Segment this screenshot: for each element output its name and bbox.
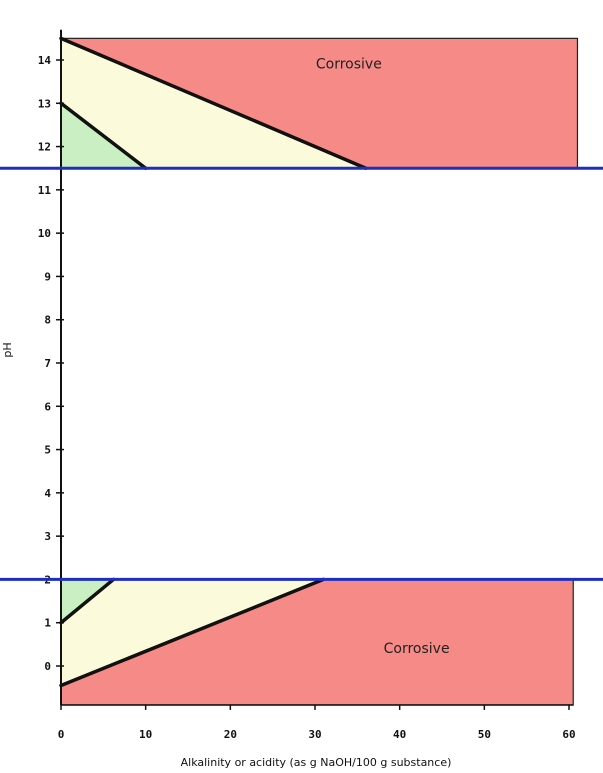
y-tick-label-9: 9 (44, 270, 51, 283)
boundary-line-4 (59, 577, 326, 688)
y-tick-label-1: 1 (44, 617, 51, 630)
x-tick-label-10: 10 (139, 728, 152, 741)
x-tick-label-50: 50 (478, 728, 491, 741)
threshold-lines-layer (0, 166, 603, 581)
y-tick-label-7: 7 (44, 357, 51, 370)
axes-layer: 012345678910111213140102030405060 (38, 29, 576, 741)
y-tick-label-4: 4 (44, 487, 51, 500)
y-tick-label-5: 5 (44, 444, 51, 457)
y-tick-label-10: 10 (38, 227, 51, 240)
boundary-line-3 (59, 577, 116, 625)
x-tick-label-0: 0 (58, 728, 65, 741)
x-tick-label-20: 20 (224, 728, 237, 741)
region-upper (61, 38, 578, 169)
y-tick-label-6: 6 (44, 400, 51, 413)
x-tick-label-40: 40 (393, 728, 406, 741)
y-tick-label-0: 0 (44, 660, 51, 673)
x-tick-label-30: 30 (308, 728, 321, 741)
y-tick-label-8: 8 (44, 314, 51, 327)
region-lower (61, 579, 574, 705)
y-tick-label-3: 3 (44, 530, 51, 543)
x-axis-title: Alkalinity or acidity (as g NaOH/100 g s… (181, 756, 452, 769)
boundary-line-2 (59, 101, 148, 170)
y-tick-label-11: 11 (38, 184, 52, 197)
y-tick-label-14: 14 (38, 54, 52, 67)
y-tick-label-13: 13 (38, 97, 51, 110)
regions-layer (60, 37, 579, 706)
y-tick-label-12: 12 (38, 141, 51, 154)
boundary-lines-layer (59, 36, 368, 688)
region-label-upper: Corrosive (316, 57, 382, 73)
y-axis-title: pH (1, 342, 14, 357)
labels-layer: Corrosive Corrosive (316, 57, 450, 657)
x-tick-label-60: 60 (562, 728, 575, 741)
region-label-lower: Corrosive (384, 641, 450, 657)
boundary-line-1 (59, 36, 368, 170)
